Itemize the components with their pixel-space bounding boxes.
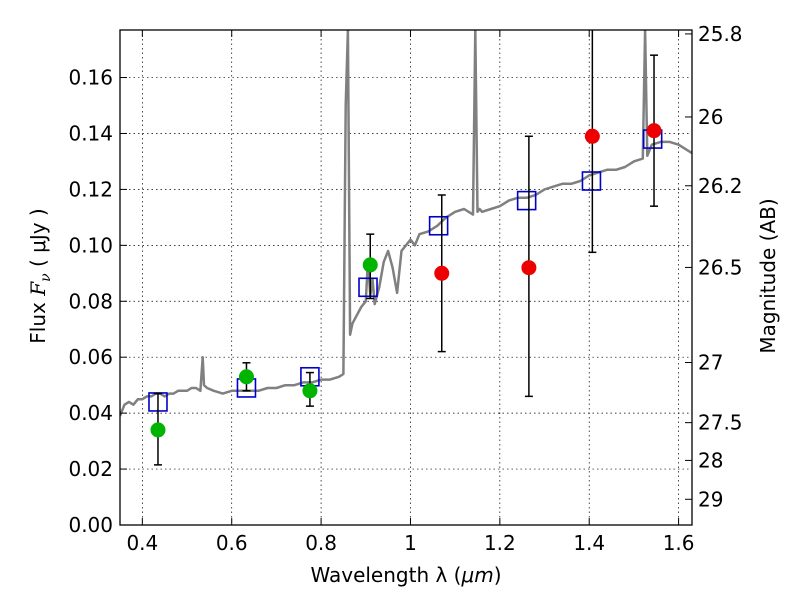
y-tick-label: 0.04 <box>68 401 113 425</box>
y-tick-label: 0.02 <box>68 457 113 481</box>
y-axis-label: Flux Fν ( μJy ) <box>26 208 54 343</box>
x-tick-label: 0.6 <box>216 531 248 555</box>
x-tick-label: 1 <box>404 531 417 555</box>
y-tick-label: 0.00 <box>68 513 113 537</box>
spectrum-line <box>120 30 692 417</box>
y-tick-label: 0.06 <box>68 345 113 369</box>
y2-tick-label: 25.8 <box>698 22 743 46</box>
y2-tick-label: 26 <box>698 105 723 129</box>
y-tick-label: 0.12 <box>68 177 113 201</box>
photometry-point <box>584 128 600 144</box>
y2-axis-label: Magnitude (AB) <box>756 198 780 353</box>
x-tick-label: 0.4 <box>126 531 158 555</box>
photometry-point <box>362 257 378 273</box>
photometry-point <box>434 265 450 281</box>
y2-tick-label: 28 <box>698 448 723 472</box>
y-tick-label: 0.14 <box>68 121 113 145</box>
photometry-point <box>238 369 254 385</box>
model-square-marker <box>358 277 378 298</box>
y2-tick-label: 27 <box>698 351 723 375</box>
y-tick-label: 0.10 <box>68 233 113 257</box>
x-tick-label: 1.4 <box>573 531 605 555</box>
y-tick-label: 0.16 <box>68 66 113 90</box>
photometry-point <box>646 123 662 139</box>
y2-tick-label: 27.5 <box>698 411 743 435</box>
plot-area <box>120 30 692 466</box>
x-tick-label: 1.2 <box>484 531 516 555</box>
x-tick-label: 0.8 <box>305 531 337 555</box>
y2-tick-label: 26.5 <box>698 255 743 279</box>
y-tick-label: 0.08 <box>68 289 113 313</box>
photometry-point <box>150 422 166 438</box>
grid <box>120 30 692 525</box>
model-square-marker <box>581 171 602 191</box>
y2-tick-label: 29 <box>698 487 723 511</box>
photometry-point <box>302 383 318 399</box>
photometry-point <box>521 260 537 276</box>
ticks: 0.4 0.6 0.8 1 1.2 1.4 1.6 0.00 0.02 0.04 0.06 0.08 0… <box>68 22 742 555</box>
x-tick-label: 1.6 <box>663 531 695 555</box>
model-square-marker <box>516 190 537 211</box>
plot-frame <box>119 29 693 526</box>
x-axis-label: Wavelength λ (μm) <box>310 563 501 587</box>
y2-tick-label: 26.2 <box>698 174 743 198</box>
model-square-marker <box>428 215 449 236</box>
